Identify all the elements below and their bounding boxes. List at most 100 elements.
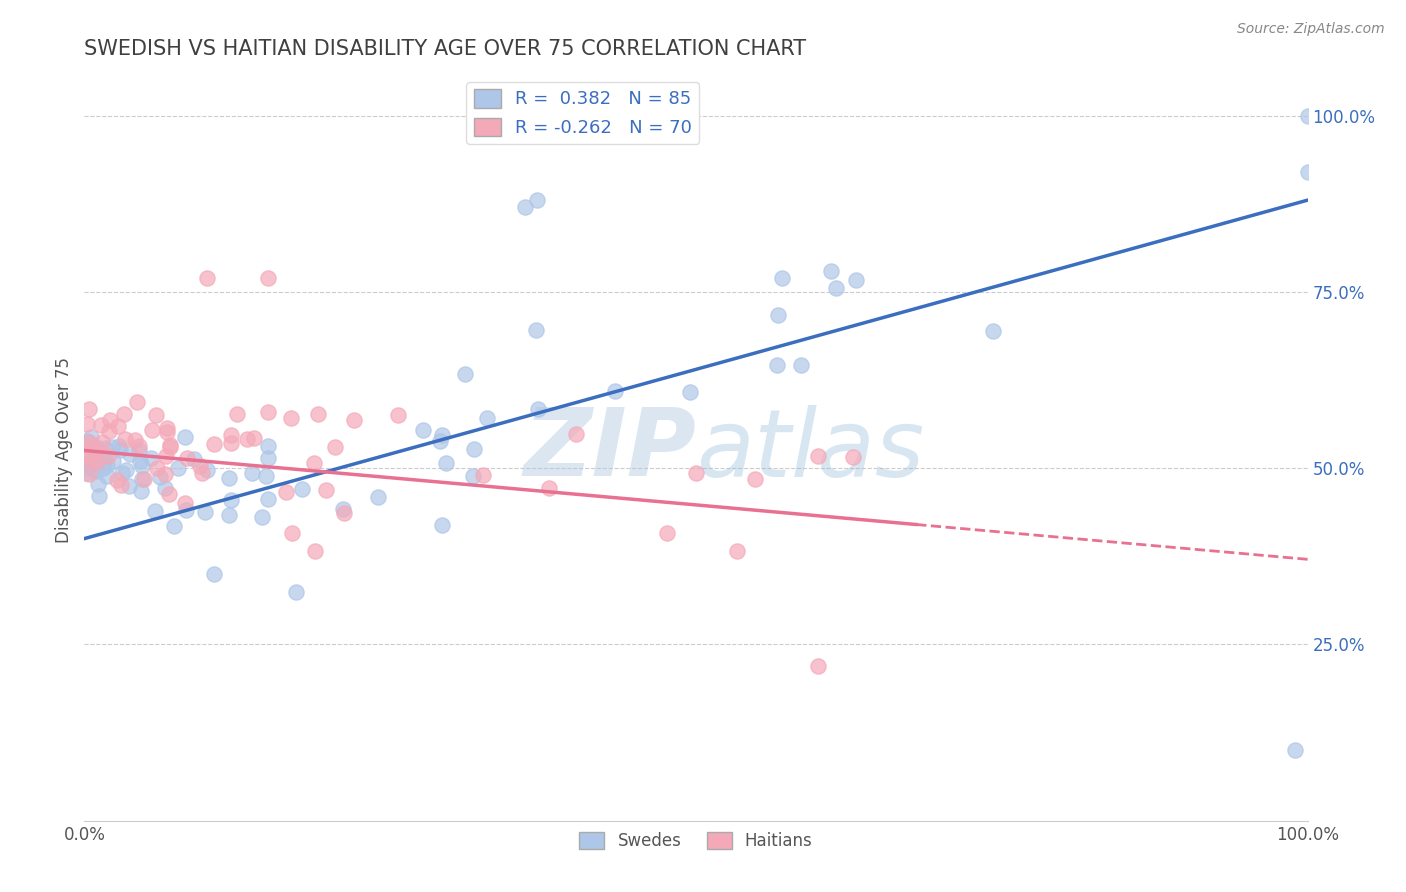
Point [117, 478, 139, 492]
Point [90, 417, 112, 432]
Point [79, 401, 101, 416]
Legend: Swedes, Haitians: Swedes, Haitians [572, 825, 820, 856]
Point [107, 419, 129, 434]
Point [195, 463, 218, 477]
Point [790, 358, 813, 372]
Point [454, 367, 477, 381]
Point [412, 423, 434, 437]
Point [110, 477, 132, 491]
Point [291, 483, 314, 497]
Point [257, 270, 280, 285]
Point [744, 471, 766, 485]
Point [174, 503, 197, 517]
Point [105, 473, 128, 487]
Point [307, 407, 329, 421]
Text: Source: ZipAtlas.com: Source: ZipAtlas.com [1237, 22, 1385, 37]
Point [128, 443, 150, 458]
Point [257, 405, 280, 419]
Point [174, 496, 197, 510]
Point [513, 200, 536, 214]
Point [343, 413, 366, 427]
Point [98, 413, 121, 427]
Point [163, 519, 186, 533]
Point [157, 487, 180, 501]
Point [145, 408, 167, 422]
Point [124, 433, 146, 447]
Point [678, 384, 700, 399]
Point [80, 452, 103, 467]
Point [96, 458, 118, 473]
Point [195, 270, 218, 285]
Point [463, 442, 485, 456]
Point [114, 432, 136, 446]
Point [143, 504, 166, 518]
Point [766, 308, 789, 322]
Point [1284, 743, 1306, 757]
Point [429, 434, 451, 448]
Point [526, 193, 548, 207]
Point [281, 526, 304, 541]
Point [82, 456, 104, 470]
Point [333, 506, 356, 520]
Point [98, 424, 121, 438]
Point [86, 455, 108, 469]
Point [76, 434, 98, 448]
Point [155, 449, 177, 463]
Point [564, 427, 586, 442]
Point [655, 526, 678, 541]
Point [174, 430, 197, 444]
Point [274, 484, 297, 499]
Point [524, 322, 547, 336]
Point [461, 469, 484, 483]
Point [685, 466, 707, 480]
Point [430, 428, 453, 442]
Point [257, 451, 280, 466]
Point [188, 458, 211, 473]
Point [108, 443, 131, 458]
Point [315, 483, 337, 497]
Point [225, 407, 247, 421]
Point [167, 460, 190, 475]
Point [153, 467, 176, 481]
Point [430, 518, 453, 533]
Point [242, 431, 264, 445]
Point [141, 423, 163, 437]
Point [807, 449, 830, 463]
Point [285, 585, 308, 599]
Point [129, 454, 152, 468]
Point [83, 463, 105, 477]
Point [240, 466, 263, 480]
Point [83, 454, 105, 468]
Point [125, 395, 148, 409]
Point [219, 492, 242, 507]
Point [87, 489, 110, 503]
Point [304, 544, 326, 558]
Text: SWEDISH VS HAITIAN DISABILITY AGE OVER 75 CORRELATION CHART: SWEDISH VS HAITIAN DISABILITY AGE OVER 7… [84, 39, 807, 59]
Point [159, 441, 181, 455]
Point [202, 566, 225, 581]
Point [91, 461, 114, 475]
Point [280, 411, 302, 425]
Point [159, 438, 181, 452]
Point [77, 451, 100, 466]
Point [471, 467, 494, 482]
Point [219, 435, 242, 450]
Point [73, 450, 96, 465]
Point [131, 472, 153, 486]
Point [770, 270, 793, 285]
Point [156, 420, 179, 434]
Point [115, 463, 138, 477]
Point [84, 442, 107, 457]
Point [367, 490, 389, 504]
Point [96, 469, 118, 483]
Point [112, 407, 135, 421]
Point [766, 358, 789, 372]
Point [110, 466, 132, 480]
Point [219, 427, 242, 442]
Point [90, 434, 112, 449]
Point [807, 658, 830, 673]
Point [145, 460, 167, 475]
Point [83, 444, 105, 458]
Point [132, 472, 155, 486]
Point [94, 451, 117, 466]
